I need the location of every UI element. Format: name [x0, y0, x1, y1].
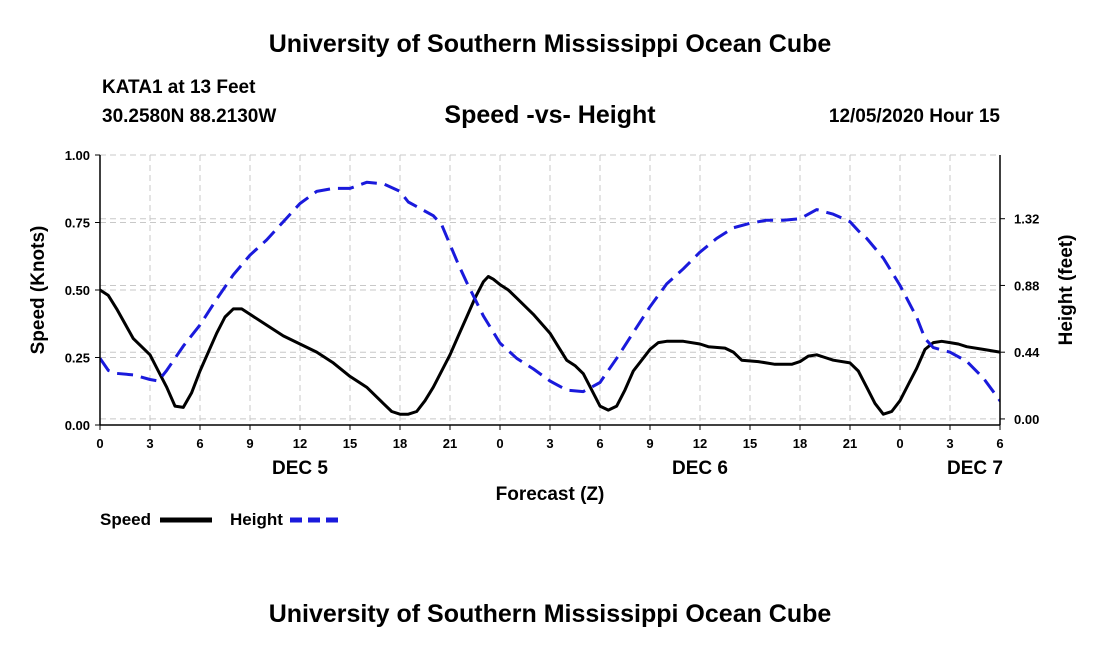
x-axis-title: Forecast (Z) [496, 484, 605, 505]
legend-label-height: Height [230, 510, 283, 529]
x-tick-label: 3 [546, 436, 553, 451]
x-tick-label: 18 [793, 436, 807, 451]
day-label: DEC 5 [272, 458, 328, 479]
x-tick-label: 3 [146, 436, 153, 451]
series-height-line [100, 180, 1000, 403]
y-tick-label: 0.25 [65, 351, 90, 366]
x-tick-label: 6 [996, 436, 1003, 451]
x-tick-label: 12 [293, 436, 307, 451]
x-tick-label: 15 [743, 436, 757, 451]
station-name: KATA1 at 13 Feet [102, 77, 256, 98]
legend-label-speed: Speed [100, 510, 151, 529]
station-coordinates: 30.2580N 88.2130W [102, 106, 277, 127]
y-tick-label: 1.00 [65, 148, 90, 163]
y-tick-label: 0.00 [65, 418, 90, 433]
series-speed-line [100, 275, 1000, 416]
x-tick-label: 21 [843, 436, 857, 451]
x-tick-label: 12 [693, 436, 707, 451]
y-axis-title: Speed (Knots) [28, 226, 49, 355]
y2-tick-label: 0.88 [1014, 278, 1039, 293]
y-tick-label: 0.75 [65, 216, 90, 231]
x-tick-label: 9 [246, 436, 253, 451]
y2-axis-title: Height (feet) [1056, 235, 1077, 346]
x-tick-label: 6 [596, 436, 603, 451]
x-tick-label: 15 [343, 436, 357, 451]
y2-tick-label: 0.00 [1014, 412, 1039, 427]
forecast-run-date: 12/05/2020 Hour 15 [828, 106, 1000, 127]
y2-tick-label: 1.32 [1014, 212, 1039, 227]
chart-title: Speed -vs- Height [444, 101, 656, 129]
x-tick-label: 0 [896, 436, 903, 451]
x-tick-label: 6 [196, 436, 203, 451]
x-tick-label: 0 [96, 436, 103, 451]
day-label: DEC 6 [672, 458, 728, 479]
x-tick-label: 0 [496, 436, 503, 451]
y2-tick-label: 0.44 [1014, 345, 1040, 360]
footer-title: University of Southern Mississippi Ocean… [268, 600, 832, 628]
series-layer [100, 180, 1000, 416]
x-tick-label: 21 [443, 436, 457, 451]
x-tick-label: 18 [393, 436, 407, 451]
legend: Speed Height [100, 510, 342, 529]
axes-layer: 0 3 6 9 12 15 18 21 0 3 6 9 12 15 18 21 0 3 6 DEC 5 DEC 6 DEC… [65, 148, 1040, 479]
day-label: DEC 7 [947, 458, 1003, 479]
main-title: University of Southern Mississippi Ocean… [268, 30, 832, 58]
y-tick-label: 0.50 [65, 283, 90, 298]
x-tick-label: 3 [946, 436, 953, 451]
x-tick-label: 9 [646, 436, 653, 451]
